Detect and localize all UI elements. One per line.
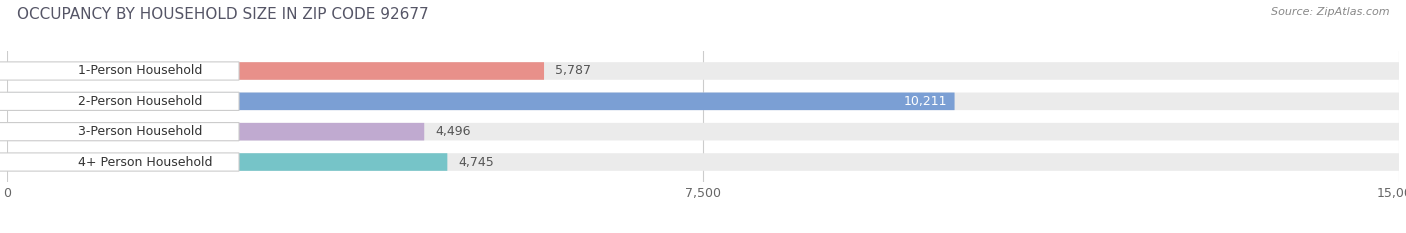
FancyBboxPatch shape xyxy=(0,153,239,171)
Text: 4+ Person Household: 4+ Person Household xyxy=(77,155,212,168)
FancyBboxPatch shape xyxy=(7,62,544,80)
Text: 2-Person Household: 2-Person Household xyxy=(77,95,202,108)
FancyBboxPatch shape xyxy=(7,62,1399,80)
FancyBboxPatch shape xyxy=(7,153,447,171)
FancyBboxPatch shape xyxy=(0,92,239,110)
Text: 10,211: 10,211 xyxy=(904,95,948,108)
FancyBboxPatch shape xyxy=(7,93,955,110)
FancyBboxPatch shape xyxy=(7,153,1399,171)
Text: 3-Person Household: 3-Person Household xyxy=(77,125,202,138)
Text: Source: ZipAtlas.com: Source: ZipAtlas.com xyxy=(1271,7,1389,17)
FancyBboxPatch shape xyxy=(7,123,1399,140)
FancyBboxPatch shape xyxy=(7,123,425,140)
FancyBboxPatch shape xyxy=(7,93,1399,110)
Text: 5,787: 5,787 xyxy=(555,65,591,78)
Text: 4,496: 4,496 xyxy=(436,125,471,138)
Text: 4,745: 4,745 xyxy=(458,155,495,168)
FancyBboxPatch shape xyxy=(0,123,239,141)
Text: OCCUPANCY BY HOUSEHOLD SIZE IN ZIP CODE 92677: OCCUPANCY BY HOUSEHOLD SIZE IN ZIP CODE … xyxy=(17,7,429,22)
FancyBboxPatch shape xyxy=(0,62,239,80)
Text: 1-Person Household: 1-Person Household xyxy=(77,65,202,78)
